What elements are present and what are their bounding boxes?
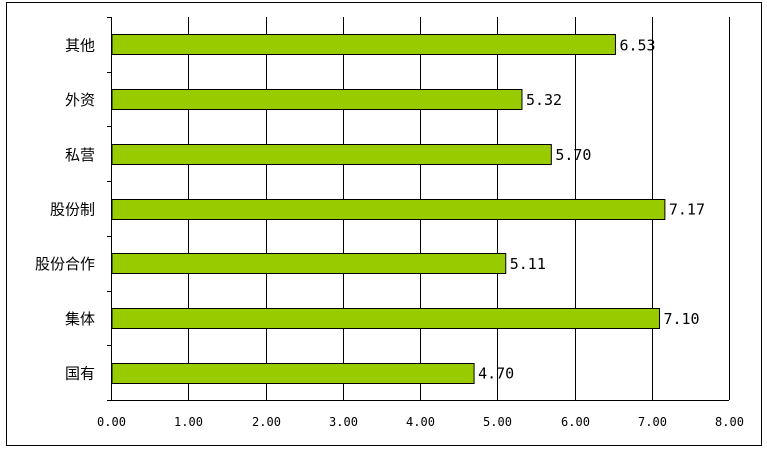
bar	[111, 363, 475, 384]
category-label: 集体	[65, 310, 95, 328]
bar	[111, 199, 666, 220]
x-tick-label: 0.00	[97, 415, 126, 429]
x-tick-label: 2.00	[252, 415, 281, 429]
x-tick-label: 1.00	[174, 415, 203, 429]
data-label: 5.70	[555, 146, 591, 164]
category-label: 私营	[65, 146, 95, 164]
bar	[111, 308, 660, 329]
data-label: 7.10	[663, 310, 699, 328]
data-label: 6.53	[619, 36, 655, 54]
category-label: 股份合作	[35, 255, 95, 273]
data-label: 4.70	[478, 365, 514, 383]
x-tick-label: 4.00	[406, 415, 435, 429]
category-label: 其他	[65, 36, 95, 54]
x-tick-label: 6.00	[561, 415, 590, 429]
category-label: 国有	[65, 365, 95, 383]
bar	[111, 34, 616, 55]
x-tick-label: 3.00	[329, 415, 358, 429]
data-label: 7.17	[669, 201, 705, 219]
data-label: 5.11	[510, 255, 546, 273]
x-tick-label: 7.00	[638, 415, 667, 429]
category-label: 股份制	[50, 201, 95, 219]
x-tick-label: 8.00	[715, 415, 744, 429]
bar	[111, 144, 552, 165]
bar	[111, 89, 523, 110]
x-tick-label: 5.00	[483, 415, 512, 429]
data-label: 5.32	[526, 91, 562, 109]
labels: 0.00 1.00 2.00 3.00 4.00 5.00 6.00 7.00 8.00 国有 4.…	[35, 36, 744, 429]
bars	[111, 34, 666, 384]
bar	[111, 253, 507, 274]
category-label: 外资	[65, 91, 95, 109]
